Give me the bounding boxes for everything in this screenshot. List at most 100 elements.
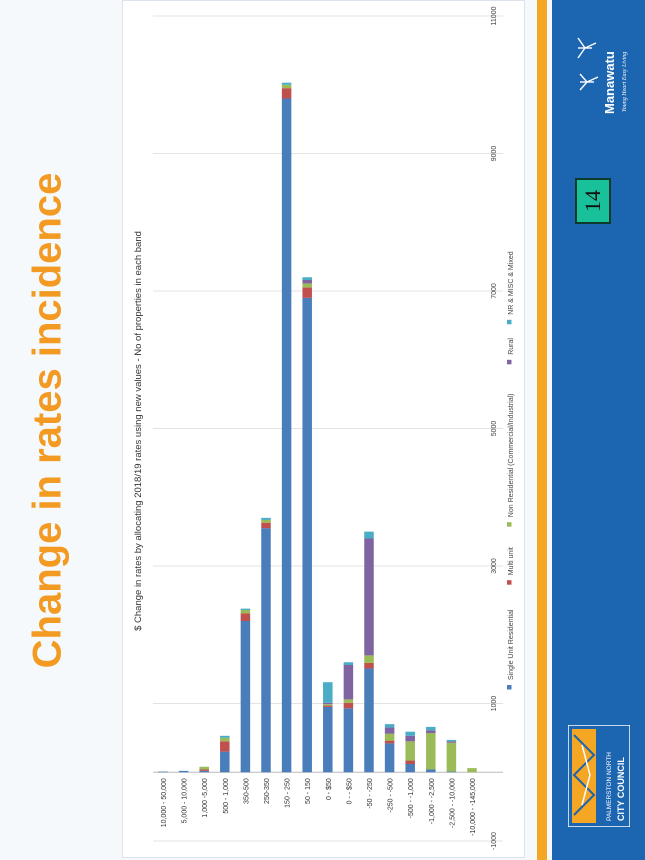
bar-segment: [384, 740, 395, 744]
bar-segment: [364, 538, 374, 656]
value-tick-label: -1000: [491, 832, 498, 850]
bar-segment: [281, 98, 292, 773]
council-name-line2: CITY COUNCIL: [616, 757, 626, 821]
bar-segment: [364, 531, 374, 539]
bar-segment: [405, 731, 415, 736]
category-tick-label: -50 - -250: [367, 778, 374, 808]
bar-segment: [405, 741, 415, 761]
bar-segment: [384, 727, 395, 734]
category-tick-label: 10,000 - 50,000: [161, 778, 168, 827]
category-tick-label: 50 - 150: [305, 778, 312, 804]
bar-segment: [220, 751, 230, 773]
bar-segment: [323, 705, 333, 707]
bar-segment: [343, 665, 354, 700]
bar-segment: [302, 297, 312, 773]
bar-segment: [364, 655, 374, 663]
bar-segment: [240, 608, 251, 610]
page-title: Change in rates incidence: [25, 172, 70, 668]
manawatu-wordmark: Manawatu: [602, 51, 617, 114]
council-name-line1: PALMERSTON NORTH: [606, 752, 613, 821]
bar-segment: [405, 760, 415, 764]
legend-label: NR & MISC & Mixed: [508, 251, 515, 315]
bar-segment: [343, 702, 354, 709]
bar-segment: [426, 726, 436, 731]
bar-segment: [467, 768, 477, 773]
manawatu-logo: Manawatu Young Heart Easy Living: [577, 37, 628, 114]
legend-swatch: [507, 580, 512, 585]
bar-segment: [240, 613, 251, 621]
legend-label: Single Unit Residential: [508, 609, 515, 680]
category-tick-label: 5,000 - 10,000: [182, 778, 189, 823]
value-tick-label: 3000: [491, 558, 498, 574]
bar-segment: [302, 280, 312, 284]
category-tick-label: -2,500 - -10,000: [449, 778, 456, 828]
accent-bar: [537, 0, 547, 860]
bar-segment: [220, 735, 230, 738]
manawatu-tagline: Young Heart Easy Living: [622, 52, 628, 112]
value-tick-label: 11000: [491, 6, 498, 25]
bar-segment: [261, 517, 271, 520]
bar-segment: [323, 702, 333, 705]
bar-segment: [405, 735, 415, 742]
chart-title: $ Change in rates by allocating 2018/19 …: [133, 231, 144, 631]
bar-segment: [343, 662, 354, 665]
bar-segment: [199, 766, 209, 770]
chart-panel: -1000 1000 3000 5000 7000 9000 11000 10,000 - 5…: [122, 0, 525, 858]
bar-segment: [281, 84, 292, 89]
value-tick-label: 9000: [491, 146, 498, 162]
category-tick-label: 350-500: [243, 778, 250, 804]
bar-segment: [158, 771, 168, 773]
city-emblem-icon: [572, 729, 596, 823]
value-tick-label: 5000: [491, 421, 498, 437]
category-tick-label: 250-350: [264, 778, 271, 804]
bar-segment: [323, 706, 333, 773]
bar-segment: [281, 88, 292, 99]
category-tick-label: -10,000 - -145,000: [470, 778, 477, 836]
wind-turbine-icon: [577, 37, 599, 91]
bar-segment: [220, 741, 230, 752]
palmerston-north-logo: PALMERSTON NORTH CITY COUNCIL: [568, 725, 630, 827]
bar-segment: [364, 668, 374, 773]
category-tick-label: 0 - - $50: [346, 778, 353, 804]
stacked-bar-chart: -1000 1000 3000 5000 7000 9000 11000 10,000 - 5…: [133, 6, 515, 850]
bar-segment: [302, 287, 312, 298]
bar-segment: [240, 621, 251, 773]
bar-segment: [405, 764, 415, 773]
bar-segment: [281, 82, 292, 85]
bar-segment: [426, 769, 436, 773]
legend-label: Rural: [508, 338, 515, 355]
bar-segment: [302, 283, 312, 288]
legend-swatch: [507, 359, 512, 365]
bar-segment: [240, 610, 251, 614]
bar-segment: [426, 730, 436, 734]
bar-segment: [384, 743, 395, 773]
value-tick-label: 7000: [491, 283, 498, 299]
legend-swatch: [507, 685, 512, 690]
category-tick-label: -500 - -1,000: [408, 778, 415, 818]
bar-segment: [220, 737, 230, 742]
value-tick-label: 1000: [491, 696, 498, 712]
bar-segment: [446, 741, 457, 743]
legend-swatch: [507, 319, 512, 325]
category-tick-label: 500 - 1,000: [223, 778, 230, 814]
bar-segment: [302, 277, 312, 280]
category-tick-label: 1,000 -5,000: [202, 778, 209, 817]
side-panel: [552, 0, 645, 860]
legend-swatch: [507, 522, 512, 527]
bar-segment: [261, 519, 271, 523]
bar-segment: [323, 682, 333, 703]
legend-label: Non Residential (Commercial/Industrial): [508, 393, 515, 517]
category-tick-label: 150 - 250: [285, 778, 292, 808]
category-tick-label: 0 - $50: [326, 778, 333, 800]
page-number-badge: 14: [575, 178, 611, 224]
bar-segment: [178, 770, 189, 773]
bar-segment: [426, 733, 436, 770]
bar-segment: [343, 708, 354, 773]
bar-segment: [446, 742, 457, 772]
bar-segment: [446, 771, 457, 773]
category-tick-label: -250 - -500: [388, 778, 395, 812]
bar-segment: [199, 770, 209, 773]
category-tick-label: -1,000 - -2,500: [429, 778, 436, 824]
legend-label: Multi unit: [508, 547, 515, 575]
bar-segment: [323, 704, 333, 706]
